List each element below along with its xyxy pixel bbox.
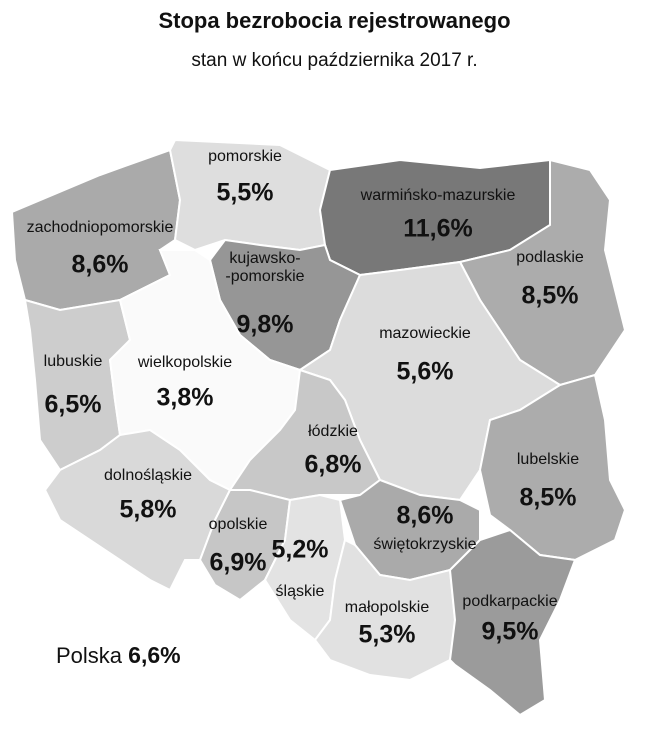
region-name: pomorskie [208,148,282,165]
value-label: 8,6% [71,250,129,279]
value-label: 5,6% [396,357,454,386]
total: Polska 6,6% [56,642,181,669]
region-name: świętokrzyskie [373,536,477,553]
region-name: warmińsko-mazurskie [360,187,516,204]
region-name: mazowieckie [379,325,471,342]
value-label: 6,9% [209,548,267,577]
value-label: 5,2% [271,535,329,564]
value-label: 8,5% [521,281,579,310]
value-label: 5,8% [119,495,177,524]
total-value: 6,6% [128,642,181,668]
title: Stopa bezrobocia rejestrowanego [158,8,511,33]
region [313,538,457,682]
region-name: zachodniopomorskie [26,219,174,236]
region-name: lubelskie [516,451,580,468]
region-name: lubuskie [43,353,103,370]
total-name: Polska [56,643,123,668]
value-label: 6,8% [304,450,362,479]
subtitle: stan w końcu października 2017 r. [191,50,478,71]
value-label: 8,5% [519,483,577,512]
region-name: opolskie [208,516,268,533]
value-label: 5,5% [216,178,274,207]
region-name: śląskie [275,583,325,600]
region-name: kujawsko- -pomorskie [225,250,305,285]
region-name: łódzkie [308,423,358,440]
value-label: 6,5% [44,390,102,419]
value-label: 5,3% [358,620,416,649]
region-name: dolnośląskie [103,467,193,484]
region-name: podkarpackie [462,593,558,610]
value-label: 9,8% [236,310,294,339]
value-label: 11,6% [403,214,473,243]
value-label: 9,5% [481,617,539,646]
region [448,528,577,717]
region-name: podlaskie [516,249,584,266]
region-name: małopolskie [344,599,430,616]
region-name: wielkopolskie [137,354,233,371]
value-label: 3,8% [156,383,214,412]
value-label: 8,6% [396,501,454,530]
